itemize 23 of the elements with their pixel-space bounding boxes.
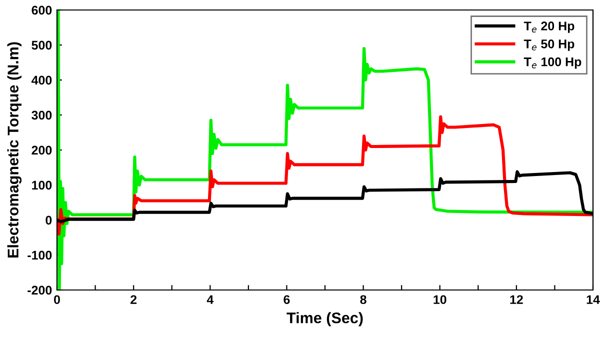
x-tick-label: 0	[54, 295, 60, 304]
y-tick-label: 200	[32, 146, 52, 155]
x-tick-label: 2	[130, 295, 137, 304]
y-tick-label: 100	[32, 180, 52, 190]
x-tick-label: 6	[284, 295, 290, 304]
y-axis-title: Electromagnetic Torque (N.m)	[7, 42, 22, 258]
legend-label: T$_{e}$ 100 Hp	[524, 57, 582, 69]
y-tick-label: 300	[32, 110, 52, 120]
x-tick-label: 12	[510, 295, 523, 304]
y-tick-label: 400	[31, 76, 52, 85]
legend-label: T$_{e}$ 50 Hp	[524, 39, 574, 51]
y-tick-label: -200	[28, 286, 52, 295]
x-tick-label: 4	[206, 295, 214, 304]
line-series	[57, 10, 593, 290]
y-tick-label: 600	[32, 6, 52, 15]
legend-label: T$_{e}$ 20 Hp	[524, 22, 574, 33]
y-tick-label: -100	[28, 250, 52, 260]
x-axis-title: Time (Sec)	[286, 312, 363, 326]
y-tick-label: 0	[46, 216, 52, 225]
x-tick-label: 10	[434, 295, 446, 304]
y-tick-label: 500	[32, 40, 52, 50]
x-tick-label: 14	[586, 295, 600, 304]
x-tick-label: 8	[360, 295, 366, 304]
